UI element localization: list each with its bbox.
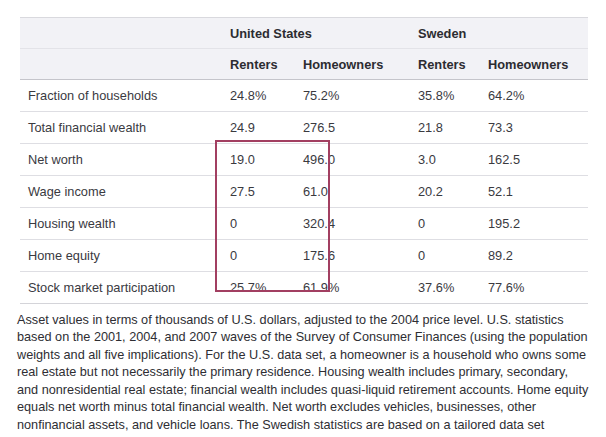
cell: 0 xyxy=(410,208,480,240)
row-label: Net worth xyxy=(20,144,222,176)
cell: 64.2% xyxy=(480,80,588,112)
row-label: Housing wealth xyxy=(20,208,222,240)
cell: 89.2 xyxy=(480,240,588,272)
col-header-us-homeowners: Homeowners xyxy=(295,49,410,80)
row-label: Total financial wealth xyxy=(20,112,222,144)
table-row: Fraction of households 24.8% 75.2% 35.8%… xyxy=(20,80,588,112)
cell: 0 xyxy=(222,208,295,240)
empty-corner-cell xyxy=(20,18,222,49)
cell: 35.8% xyxy=(410,80,480,112)
row-label: Home equity xyxy=(20,240,222,272)
cell: 52.1 xyxy=(480,176,588,208)
cell: 320.4 xyxy=(295,208,410,240)
col-header-sweden-homeowners: Homeowners xyxy=(480,49,588,80)
cell: 276.5 xyxy=(295,112,410,144)
col-header-sweden-renters: Renters xyxy=(410,49,480,80)
table-row: Net worth 19.0 496.0 3.0 162.5 xyxy=(20,144,588,176)
cell: 21.8 xyxy=(410,112,480,144)
cell: 25.7% xyxy=(222,272,295,304)
table-row: Housing wealth 0 320.4 0 195.2 xyxy=(20,208,588,240)
group-header-sweden: Sweden xyxy=(410,18,588,49)
cell: 61.0 xyxy=(295,176,410,208)
footnote-text: Asset values in terms of thousands of U.… xyxy=(17,313,588,437)
table-row: Total financial wealth 24.9 276.5 21.8 7… xyxy=(20,112,588,144)
cell: 195.2 xyxy=(480,208,588,240)
cell: 162.5 xyxy=(480,144,588,176)
table-footnote: Asset values in terms of thousands of U.… xyxy=(17,312,592,437)
cell: 19.0 xyxy=(222,144,295,176)
group-header-united-states: United States xyxy=(222,18,410,49)
table-row: Wage income 27.5 61.0 20.2 52.1 xyxy=(20,176,588,208)
cell: 37.6% xyxy=(410,272,480,304)
col-header-us-renters: Renters xyxy=(222,49,295,80)
paper-table-figure: United States Sweden Renters Homeowners … xyxy=(0,0,606,437)
cell: 20.2 xyxy=(410,176,480,208)
cell: 3.0 xyxy=(410,144,480,176)
cell: 73.3 xyxy=(480,112,588,144)
cell: 496.0 xyxy=(295,144,410,176)
cell: 75.2% xyxy=(295,80,410,112)
empty-corner-cell xyxy=(20,49,222,80)
cell: 0 xyxy=(410,240,480,272)
row-label: Fraction of households xyxy=(20,80,222,112)
cell: 27.5 xyxy=(222,176,295,208)
column-header-row: Renters Homeowners Renters Homeowners xyxy=(20,49,588,80)
cell: 77.6% xyxy=(480,272,588,304)
row-label: Stock market participation xyxy=(20,272,222,304)
cell: 61.9% xyxy=(295,272,410,304)
table-row: Stock market participation 25.7% 61.9% 3… xyxy=(20,272,588,304)
cell: 175.6 xyxy=(295,240,410,272)
cell: 0 xyxy=(222,240,295,272)
row-label: Wage income xyxy=(20,176,222,208)
cell: 24.8% xyxy=(222,80,295,112)
group-header-row: United States Sweden xyxy=(20,18,588,49)
cell: 24.9 xyxy=(222,112,295,144)
household-statistics-table: United States Sweden Renters Homeowners … xyxy=(20,17,588,304)
table-row: Home equity 0 175.6 0 89.2 xyxy=(20,240,588,272)
